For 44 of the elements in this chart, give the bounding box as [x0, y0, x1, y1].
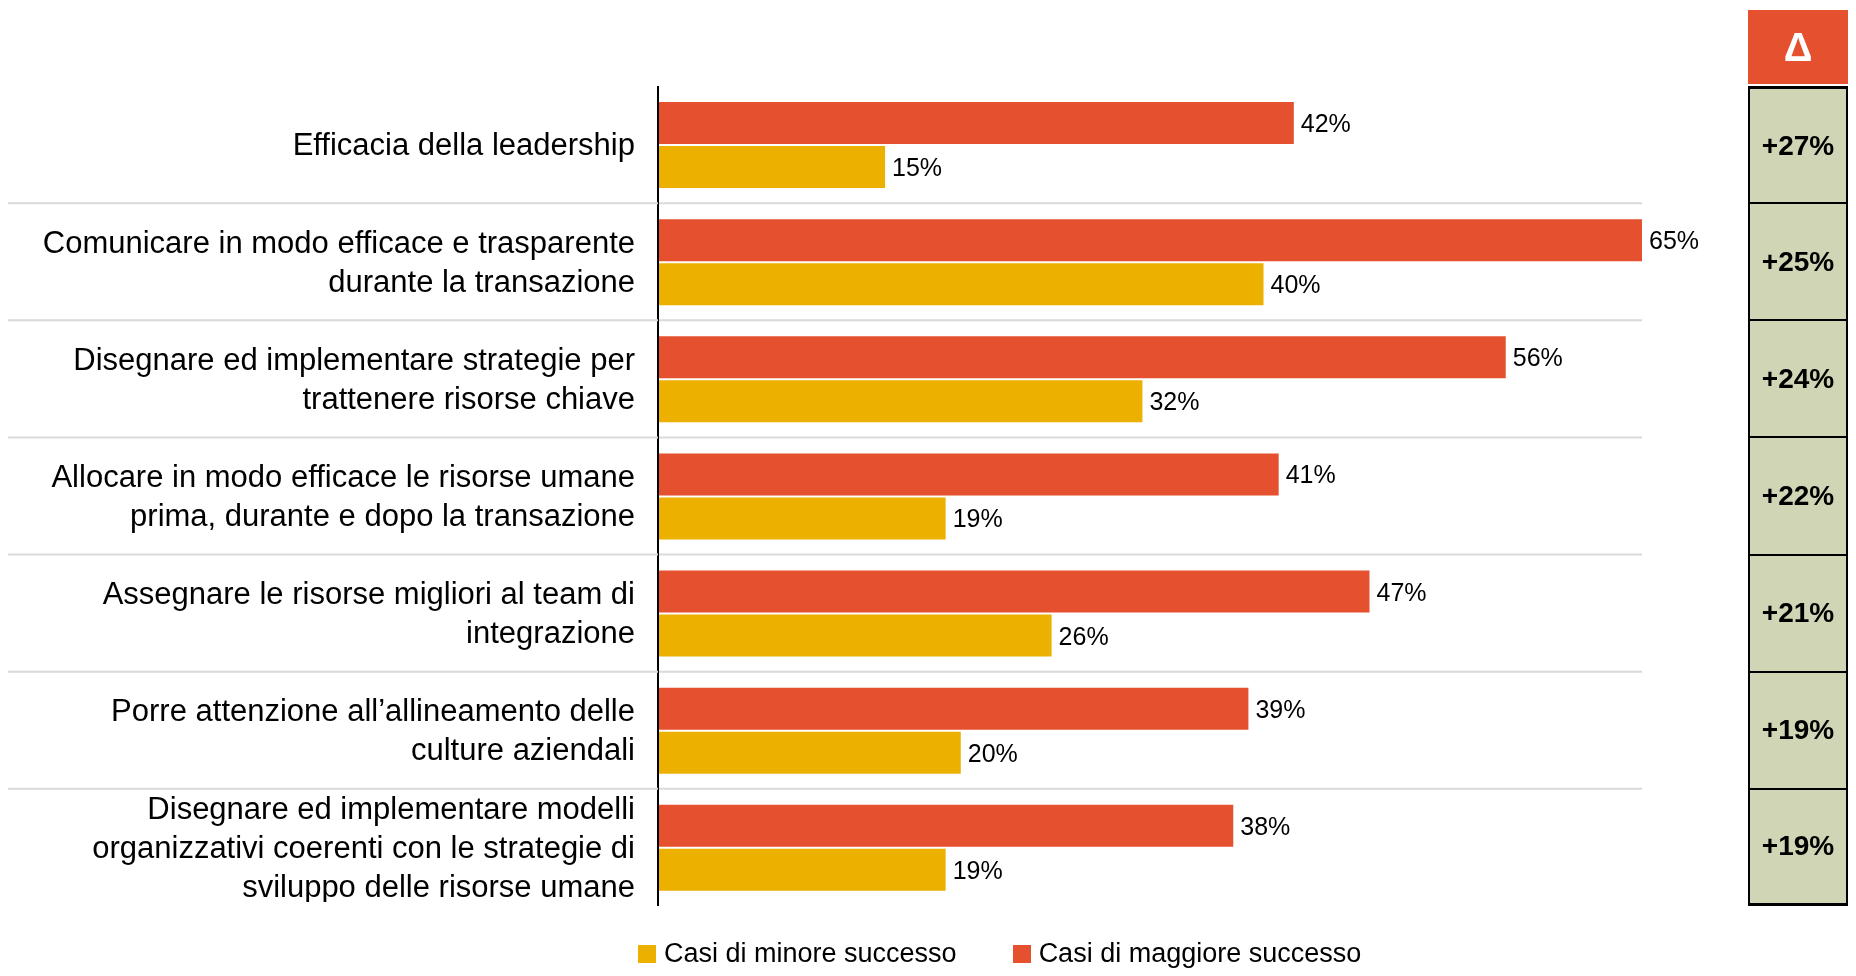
data-label: 56%: [1512, 343, 1563, 372]
text: +19%: [1761, 714, 1835, 747]
data-label: 39%: [1255, 694, 1306, 723]
text: +27%: [1761, 129, 1835, 162]
data-label: 19%: [952, 855, 1003, 884]
y-tick-label: Efficacia della leadership: [292, 126, 635, 165]
text: +19%: [1761, 830, 1835, 863]
bar: [658, 570, 1370, 613]
bar: [658, 219, 1642, 262]
bar: [658, 614, 1052, 657]
bar: [658, 146, 886, 188]
bar: [658, 497, 946, 540]
data-label: 32%: [1149, 387, 1200, 416]
data-label: 47%: [1376, 577, 1427, 606]
text: Δ: [1783, 24, 1813, 70]
data-label: 41%: [1285, 460, 1336, 489]
y-tick-label: Porre attenzione all’allineamento delle culture aziendali: [110, 692, 635, 770]
text: +25%: [1761, 245, 1835, 278]
data-label: 65%: [1649, 226, 1700, 255]
data-label: 42%: [1300, 109, 1351, 137]
legend-label: Casi di maggiore successo: [1038, 938, 1362, 969]
bar: [658, 102, 1294, 144]
y-tick-label: Disegnare ed implementare strategie per trattenere risorse chiave: [72, 340, 635, 418]
text: +22%: [1761, 479, 1835, 512]
data-label: 26%: [1058, 621, 1109, 650]
bar: [658, 380, 1143, 423]
bar: [658, 804, 1234, 847]
data-label: 20%: [967, 738, 1018, 767]
y-tick-label: Comunicare in modo efficace e trasparente durante la transazione: [41, 223, 635, 301]
data-label: 15%: [892, 153, 943, 181]
legend-label: Casi di minore successo: [664, 938, 957, 969]
bar: [658, 848, 946, 891]
text: +24%: [1761, 362, 1835, 395]
bar: [658, 687, 1249, 730]
data-label: 19%: [952, 504, 1003, 533]
bar: [658, 336, 1506, 379]
bar: [658, 731, 961, 774]
data-label: 40%: [1270, 270, 1321, 299]
y-tick-label: Allocare in modo efficace le risorse umane prima, durante e dopo la transazione: [50, 458, 635, 535]
data-label: 38%: [1240, 811, 1291, 840]
bar: [658, 263, 1264, 306]
y-tick-label: Assegnare le risorse migliori al team di integrazione: [101, 575, 635, 653]
text: +21%: [1761, 597, 1835, 630]
bar: [658, 453, 1279, 496]
